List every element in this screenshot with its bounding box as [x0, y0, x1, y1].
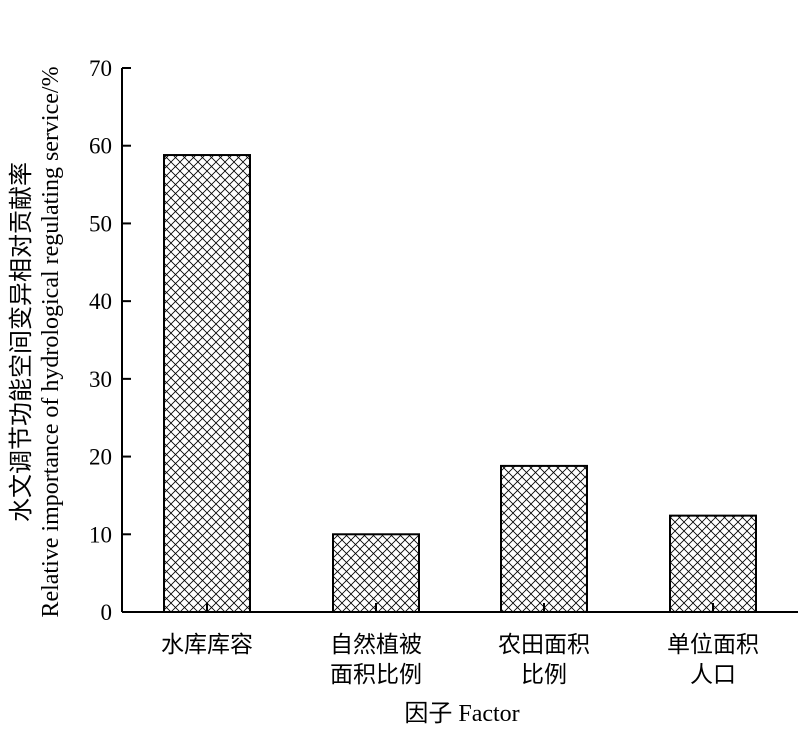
y-tick-label: 70	[89, 56, 112, 81]
bar-4	[669, 514, 757, 613]
x-tick-label: 面积比例	[330, 662, 422, 688]
x-tick-label: 单位面积	[667, 632, 759, 658]
y-tick-label: 30	[89, 367, 112, 392]
x-tick-label: 人口	[690, 662, 736, 688]
x-axis-title: 因子 Factor	[404, 701, 519, 727]
x-tick-label: 比例	[521, 662, 567, 688]
bar-1	[163, 154, 251, 613]
y-axis-title-en: Relative importance of hydrological regu…	[38, 66, 64, 617]
y-axis-title-cn: 水文调节功能空间变异相对贡献率	[7, 162, 35, 522]
y-tick-label: 40	[89, 289, 112, 314]
x-tick-label: 自然植被	[330, 632, 422, 658]
y-tick-label: 10	[89, 522, 112, 547]
y-tick-label: 60	[89, 134, 112, 159]
y-tick-label: 0	[101, 600, 113, 625]
y-tick-label: 50	[89, 211, 112, 236]
bar-3	[500, 464, 588, 614]
y-tick-label: 20	[89, 445, 112, 470]
x-tick-label: 水库库容	[161, 632, 253, 658]
bar-2	[332, 533, 420, 613]
x-tick-label: 农田面积	[498, 632, 590, 658]
